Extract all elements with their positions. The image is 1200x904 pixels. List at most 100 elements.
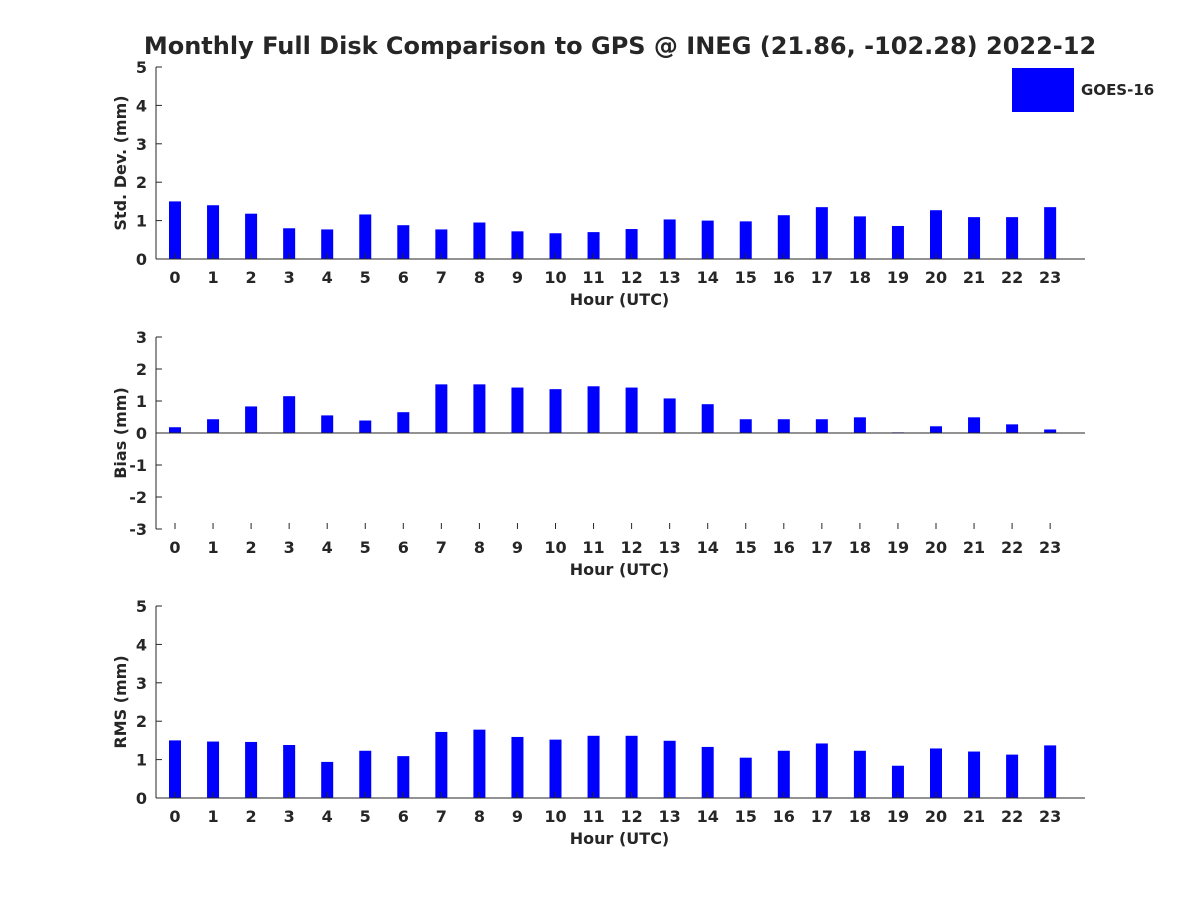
x-tick-label: 4 (322, 807, 333, 826)
x-tick-label: 7 (436, 807, 447, 826)
x-tick-label: 3 (284, 538, 295, 557)
bar-3-hour-6 (397, 756, 410, 798)
x-tick-label: 2 (246, 807, 257, 826)
x-tick-label: 10 (544, 807, 566, 826)
x-tick-label: 16 (773, 268, 795, 287)
x-tick-label: 5 (360, 538, 371, 557)
x-tick-label: 23 (1039, 807, 1061, 826)
y-tick-label: 4 (136, 635, 147, 654)
bar-2-hour-4 (321, 415, 334, 433)
x-tick-label: 5 (360, 807, 371, 826)
x-tick-label: 8 (474, 538, 485, 557)
x-tick-label: 3 (284, 807, 295, 826)
y-tick-label: 4 (136, 96, 147, 115)
bar-1-hour-23 (1044, 207, 1057, 259)
x-tick-label: 9 (512, 268, 523, 287)
x-tick-label: 11 (582, 807, 604, 826)
x-tick-label: 5 (360, 268, 371, 287)
bar-1-hour-14 (701, 220, 714, 259)
x-tick-label: 10 (544, 538, 566, 557)
x-tick-label: 15 (735, 807, 757, 826)
x-tick-label: 1 (207, 268, 218, 287)
y-axis-label: RMS (mm) (111, 655, 130, 748)
bar-3-hour-18 (853, 750, 866, 798)
x-tick-label: 21 (963, 807, 985, 826)
x-axis-label: Hour (UTC) (570, 560, 670, 579)
bar-3-hour-17 (815, 743, 828, 798)
x-tick-label: 12 (620, 538, 642, 557)
x-tick-label: 19 (887, 268, 909, 287)
x-tick-label: 4 (322, 268, 333, 287)
x-tick-label: 22 (1001, 538, 1023, 557)
x-tick-label: 17 (811, 538, 833, 557)
bar-1-hour-9 (511, 231, 524, 259)
x-tick-label: 13 (659, 268, 681, 287)
x-tick-label: 14 (697, 268, 719, 287)
bar-2-hour-10 (549, 389, 562, 433)
x-tick-label: 8 (474, 807, 485, 826)
x-tick-label: 7 (436, 538, 447, 557)
bar-1-hour-6 (397, 225, 410, 259)
x-tick-label: 9 (512, 807, 523, 826)
bar-3-hour-3 (283, 745, 296, 798)
x-tick-label: 23 (1039, 268, 1061, 287)
bar-2-hour-17 (815, 419, 828, 433)
bar-2-hour-18 (853, 417, 866, 433)
bar-2-hour-3 (283, 396, 296, 433)
bar-3-hour-12 (625, 735, 638, 798)
x-tick-label: 14 (697, 538, 719, 557)
bar-3-hour-5 (359, 750, 372, 798)
bar-1-hour-0 (169, 201, 181, 259)
bar-1-hour-18 (853, 216, 866, 259)
bar-2-hour-1 (207, 419, 220, 433)
x-axis-label: Hour (UTC) (570, 829, 670, 848)
bar-1-hour-22 (1006, 217, 1019, 259)
x-tick-label: 0 (169, 538, 180, 557)
x-tick-label: 15 (735, 538, 757, 557)
y-tick-label: 1 (136, 212, 147, 231)
y-tick-label: 5 (136, 597, 147, 616)
y-tick-label: 3 (136, 135, 147, 154)
bar-1-hour-10 (549, 233, 562, 259)
y-tick-label: 2 (136, 712, 147, 731)
bar-3-hour-7 (435, 731, 448, 798)
y-tick-label: 0 (136, 424, 147, 443)
x-tick-label: 10 (544, 268, 566, 287)
bar-1-hour-3 (283, 228, 296, 259)
y-tick-label: 1 (136, 392, 147, 411)
x-tick-label: 0 (169, 807, 180, 826)
x-tick-label: 3 (284, 268, 295, 287)
x-tick-label: 19 (887, 538, 909, 557)
x-tick-label: 12 (620, 807, 642, 826)
x-tick-label: 2 (246, 538, 257, 557)
x-tick-label: 19 (887, 807, 909, 826)
bar-1-hour-1 (207, 205, 220, 259)
bar-2-hour-20 (930, 426, 942, 433)
legend-label-goes-16: GOES-16 (1081, 81, 1154, 99)
bar-3-hour-10 (549, 739, 562, 798)
bar-2-hour-0 (169, 427, 181, 433)
x-tick-label: 6 (398, 268, 409, 287)
x-tick-label: 9 (512, 538, 523, 557)
bar-2-hour-16 (777, 419, 790, 433)
y-tick-label: 0 (136, 250, 147, 269)
bar-1-hour-4 (321, 229, 334, 259)
y-tick-label: 3 (136, 328, 147, 347)
x-tick-label: 16 (773, 807, 795, 826)
bar-1-hour-20 (930, 210, 942, 259)
x-tick-label: 18 (849, 807, 871, 826)
x-axis-label: Hour (UTC) (570, 290, 670, 309)
x-tick-label: 8 (474, 268, 485, 287)
y-axis-label: Bias (mm) (111, 387, 130, 479)
x-tick-label: 4 (322, 538, 333, 557)
x-tick-label: 20 (925, 268, 947, 287)
bar-1-hour-19 (891, 225, 904, 259)
x-tick-label: 23 (1039, 538, 1061, 557)
bar-1-hour-17 (815, 207, 828, 259)
y-tick-label: -3 (129, 520, 147, 539)
bar-3-hour-1 (207, 741, 220, 798)
